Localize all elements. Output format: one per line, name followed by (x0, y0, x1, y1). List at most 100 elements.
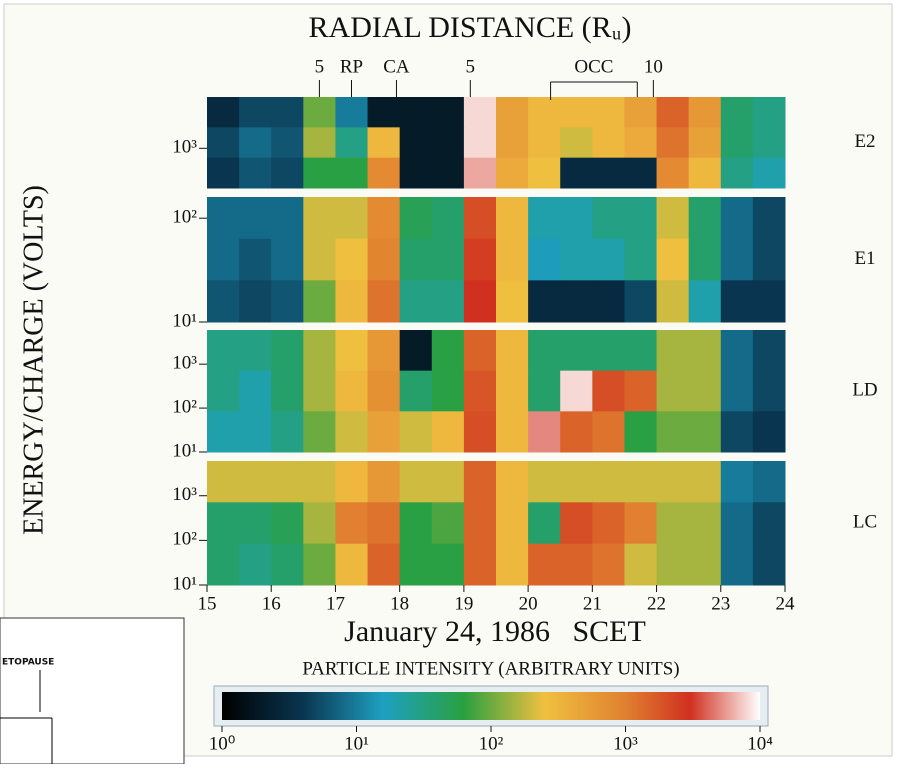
heat-cell (239, 370, 272, 412)
heat-cell (624, 461, 658, 503)
heat-cell (560, 280, 593, 323)
heat-cell (688, 97, 722, 128)
heat-cell (303, 411, 336, 453)
heat-cell (335, 97, 369, 128)
x-tick-label: 22 (647, 593, 666, 614)
x-tick-label: 16 (262, 593, 281, 614)
heat-cell (335, 461, 369, 503)
inset: ETOPAUSE (0, 617, 185, 765)
heat-cell (367, 543, 401, 586)
heat-cell (560, 127, 593, 159)
heat-cell (239, 330, 272, 372)
heat-cell (463, 238, 497, 281)
y-axis-label: ENERGY/CHARGE (VOLTS) (18, 185, 49, 535)
heat-cell (496, 502, 529, 545)
heat-cell (528, 330, 561, 372)
heat-cell (624, 411, 658, 453)
heat-cell (656, 280, 690, 323)
heat-cell (367, 411, 401, 453)
heat-cell (399, 502, 433, 545)
heat-cell (367, 238, 401, 281)
heat-cell (303, 127, 336, 159)
heat-cell (592, 543, 625, 586)
heat-cell (496, 157, 529, 189)
heat-cell (528, 238, 561, 281)
heat-cell (592, 461, 625, 503)
heat-cell (656, 127, 690, 159)
heat-cell (463, 197, 497, 240)
heat-cell (303, 238, 336, 281)
heat-cell (399, 197, 433, 240)
heat-cell (207, 330, 240, 372)
heat-cell (207, 127, 240, 159)
heat-cell (303, 197, 336, 240)
heat-cell (688, 330, 722, 372)
heat-cell (239, 502, 272, 545)
inset-box (0, 617, 185, 765)
heat-cell (656, 411, 690, 453)
heat-cell (528, 97, 561, 128)
heat-cell (303, 370, 336, 412)
heat-cell (303, 461, 336, 503)
x-tick-label: 24 (776, 593, 796, 614)
heat-cell (271, 280, 304, 323)
heat-cell (656, 197, 690, 240)
heat-cell (592, 127, 625, 159)
heat-cell (399, 280, 433, 323)
heat-cell (688, 127, 722, 159)
colorbar-tick-label: 10² (479, 733, 504, 754)
colorbar-tick-label: 10³ (613, 733, 638, 754)
heat-cell (463, 411, 497, 453)
heat-cell (560, 543, 593, 586)
heat-cell (624, 157, 658, 189)
heat-cell (688, 543, 722, 586)
x-axis-label: January 24, 1986 SCET (344, 615, 646, 648)
heat-cell (656, 370, 690, 412)
heat-cell (367, 330, 401, 372)
heat-cell (720, 238, 754, 281)
heat-cell (335, 502, 369, 545)
heat-cell (496, 461, 529, 503)
heat-cell (528, 280, 561, 323)
heat-cell (624, 280, 658, 323)
heat-cell (335, 543, 369, 586)
heat-cell (752, 280, 786, 323)
heat-cell (592, 238, 625, 281)
heat-cell (752, 197, 786, 240)
y-tick-label: 10¹ (172, 573, 197, 594)
heat-cell (335, 197, 369, 240)
heat-cell (239, 411, 272, 453)
heat-cell (399, 370, 433, 412)
y-tick-label: 10¹ (172, 310, 197, 331)
panel-label: E2 (854, 131, 875, 152)
heat-cell (207, 461, 240, 503)
heat-cell (431, 543, 465, 586)
panel-label: LD (852, 379, 877, 400)
marker-label: RP (340, 56, 363, 77)
heat-cell (624, 197, 658, 240)
heat-cell (207, 370, 240, 412)
heat-cell (367, 97, 401, 128)
heat-cell (528, 502, 561, 545)
heat-cell (720, 411, 754, 453)
heat-cell (688, 370, 722, 412)
heat-cell (496, 127, 529, 159)
x-tick-label: 17 (326, 593, 345, 614)
heat-cell (592, 370, 625, 412)
heat-cell (560, 411, 593, 453)
heat-cell (752, 127, 786, 159)
heat-cell (431, 280, 465, 323)
heat-cell (656, 330, 690, 372)
y-tick-label: 10² (172, 529, 197, 550)
heat-cell (624, 502, 658, 545)
heat-cell (207, 197, 240, 240)
heat-cell (431, 370, 465, 412)
heat-cell (271, 97, 304, 128)
heat-cell (431, 97, 465, 128)
heat-cell (688, 280, 722, 323)
heat-cell (367, 502, 401, 545)
heat-cell (367, 197, 401, 240)
heat-cell (271, 330, 304, 372)
heat-cell (431, 330, 465, 372)
heat-cell (752, 97, 786, 128)
